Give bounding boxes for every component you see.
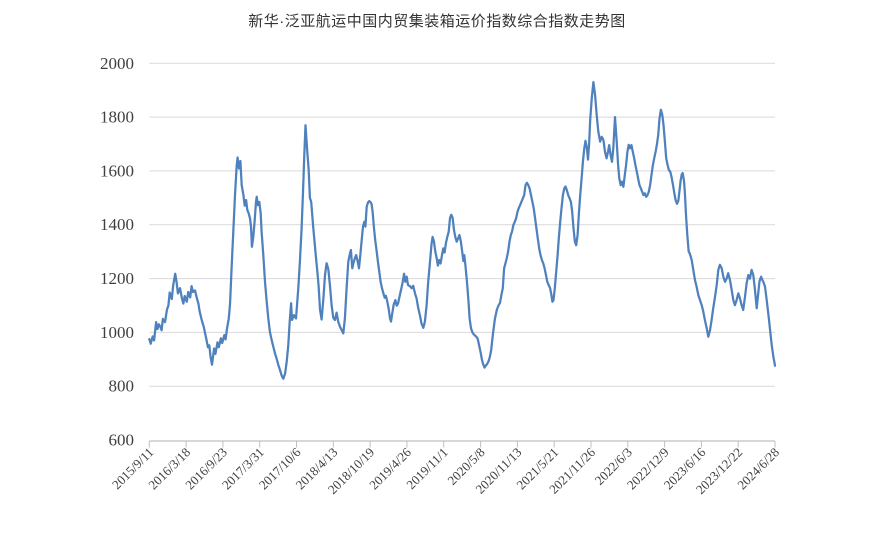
x-axis-labels: 2015/9/112016/3/182016/9/232017/3/312017… bbox=[109, 444, 782, 497]
y-axis-labels: 600 800 1000 1200 1400 1600 1800 2000 bbox=[100, 54, 134, 450]
y-axis-label: 1200 bbox=[100, 269, 134, 288]
chart-title: 新华·泛亚航运中国内贸集装箱运价指数综合指数走势图 bbox=[248, 13, 626, 30]
y-axis-label: 800 bbox=[109, 377, 135, 396]
x-axis bbox=[148, 440, 776, 448]
y-axis-label: 600 bbox=[109, 431, 135, 450]
y-axis-label: 1600 bbox=[100, 161, 134, 180]
data-series bbox=[148, 80, 777, 380]
y-axis-label: 2000 bbox=[100, 54, 134, 73]
y-axis-label: 1000 bbox=[100, 323, 134, 342]
y-axis-label: 1400 bbox=[100, 215, 134, 234]
index-line-series bbox=[148, 80, 777, 380]
y-axis-label: 1800 bbox=[100, 108, 134, 127]
gridlines bbox=[149, 62, 775, 387]
